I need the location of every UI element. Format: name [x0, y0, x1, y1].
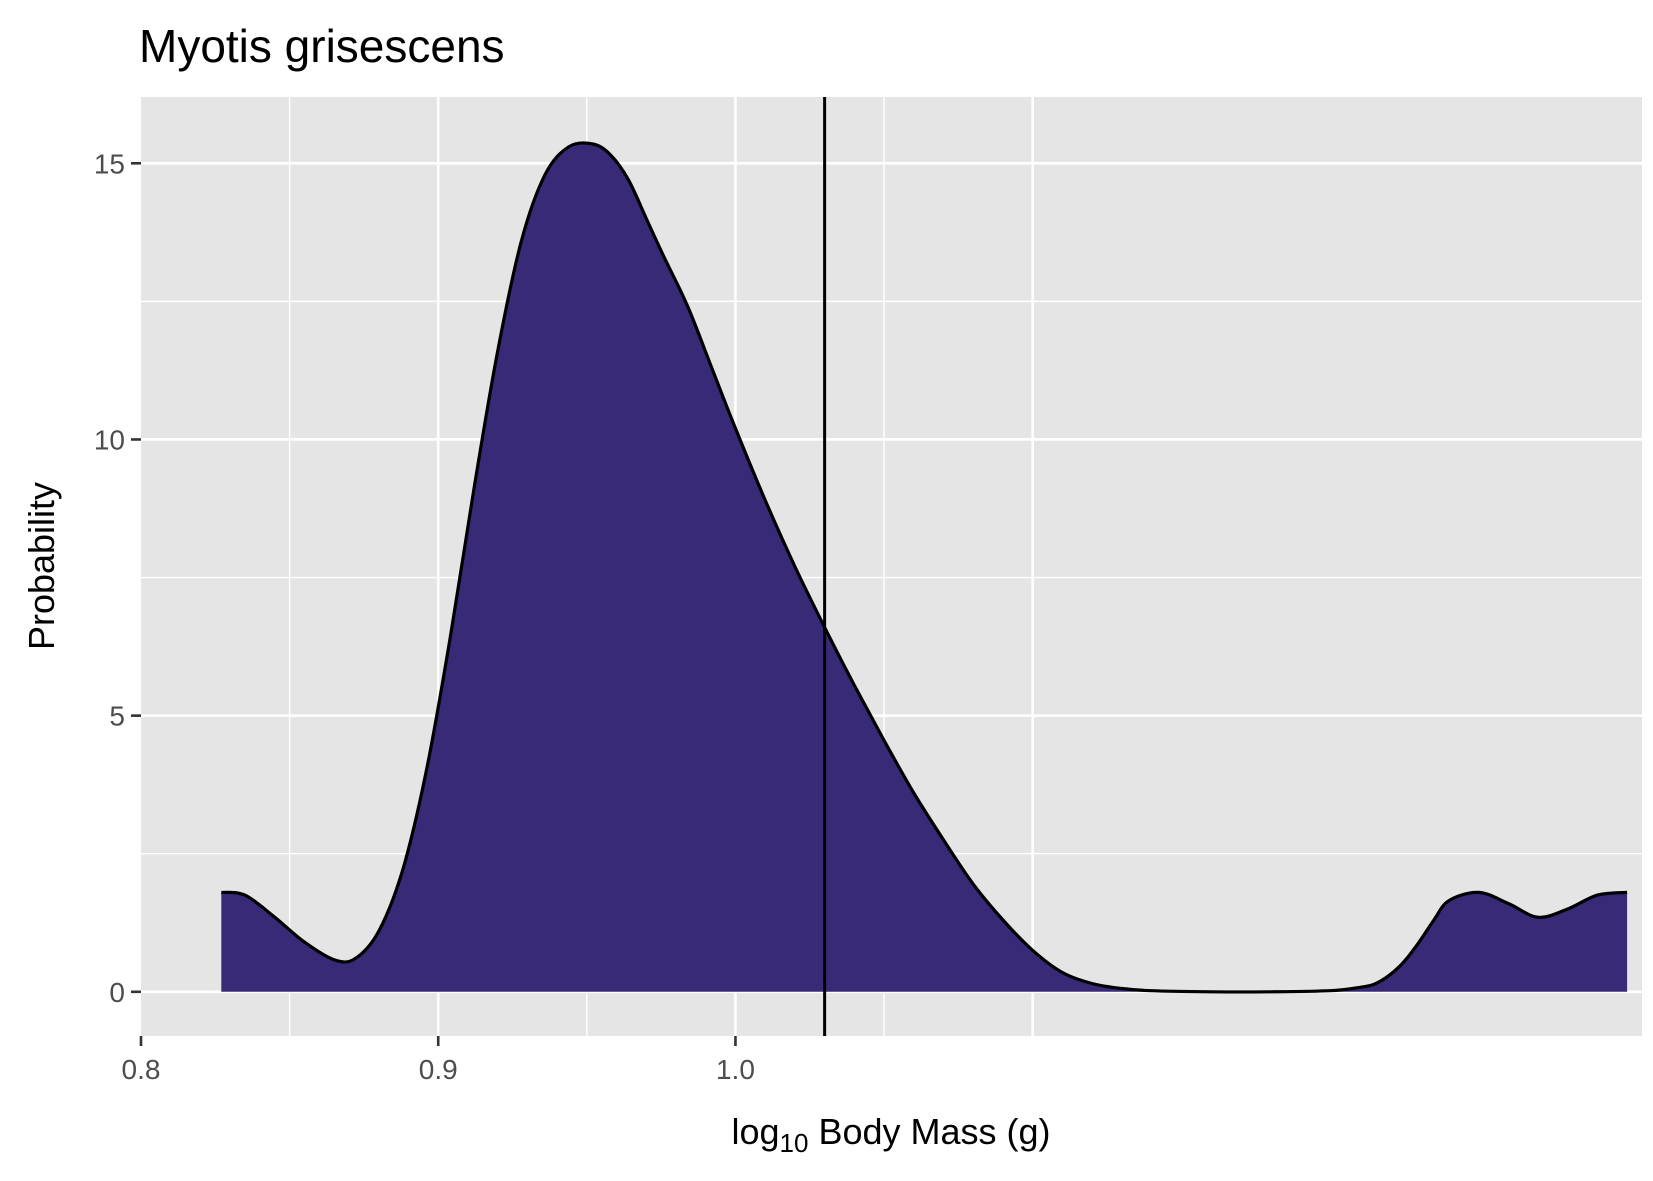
y-tick-label: 0: [109, 977, 125, 1008]
x-axis-title-suffix: Body Mass (g): [808, 1111, 1050, 1152]
x-axis: 0.8 0.9 1.0: [122, 1036, 755, 1085]
y-axis-title: Probability: [21, 482, 62, 650]
chart-title: Myotis grisescens: [139, 20, 505, 72]
x-axis-title-prefix: log: [731, 1111, 779, 1152]
x-axis-title-subscript: 10: [780, 1128, 809, 1158]
x-tick-label: 0.8: [122, 1054, 161, 1085]
y-tick-label: 15: [94, 148, 125, 179]
x-tick-label: 0.9: [419, 1054, 458, 1085]
y-tick-label: 5: [109, 701, 125, 732]
density-line: [221, 141, 1628, 994]
density-area: [221, 142, 1628, 992]
y-tick-label: 10: [94, 424, 125, 455]
x-tick-label: 1.0: [716, 1054, 755, 1085]
x-axis-title: log10 Body Mass (g): [731, 1111, 1050, 1158]
y-axis: 0 5 10 15: [94, 148, 141, 1008]
